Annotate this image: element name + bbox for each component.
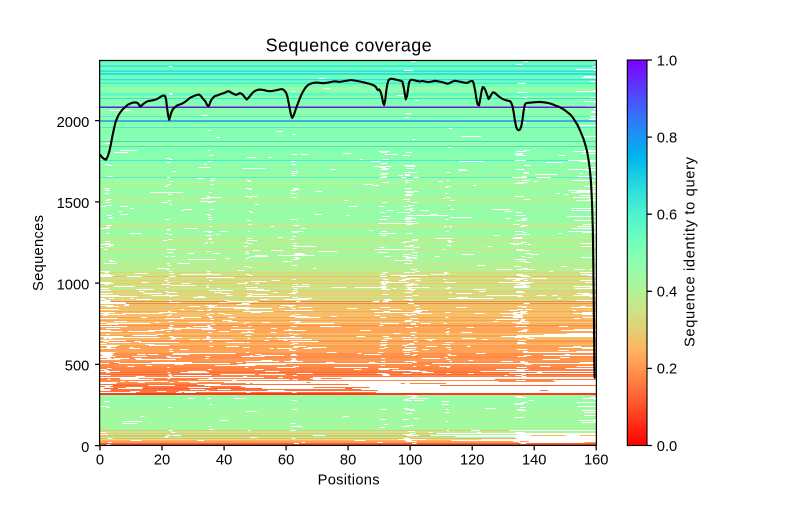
- svg-text:Sequence coverage: Sequence coverage: [266, 36, 432, 56]
- svg-text:Sequence identity to query: Sequence identity to query: [683, 156, 699, 347]
- svg-text:40: 40: [216, 452, 232, 468]
- svg-text:140: 140: [522, 452, 547, 468]
- svg-text:0: 0: [96, 452, 104, 468]
- svg-text:Positions: Positions: [318, 473, 380, 489]
- svg-text:20: 20: [154, 452, 170, 468]
- svg-text:0.4: 0.4: [657, 285, 677, 301]
- svg-text:2000: 2000: [57, 115, 90, 131]
- svg-text:120: 120: [460, 452, 485, 468]
- svg-text:500: 500: [65, 359, 90, 375]
- svg-text:Sequences: Sequences: [31, 215, 47, 291]
- svg-text:0: 0: [81, 440, 89, 456]
- svg-text:100: 100: [398, 452, 423, 468]
- svg-text:80: 80: [340, 452, 356, 468]
- svg-text:60: 60: [278, 452, 294, 468]
- svg-text:0.2: 0.2: [657, 362, 677, 378]
- svg-text:160: 160: [584, 452, 609, 468]
- svg-text:0.0: 0.0: [657, 439, 677, 455]
- svg-text:1.0: 1.0: [657, 53, 677, 69]
- svg-text:0.6: 0.6: [657, 208, 677, 224]
- svg-text:0.8: 0.8: [657, 130, 677, 146]
- svg-text:1500: 1500: [57, 196, 90, 212]
- svg-text:1000: 1000: [57, 277, 90, 293]
